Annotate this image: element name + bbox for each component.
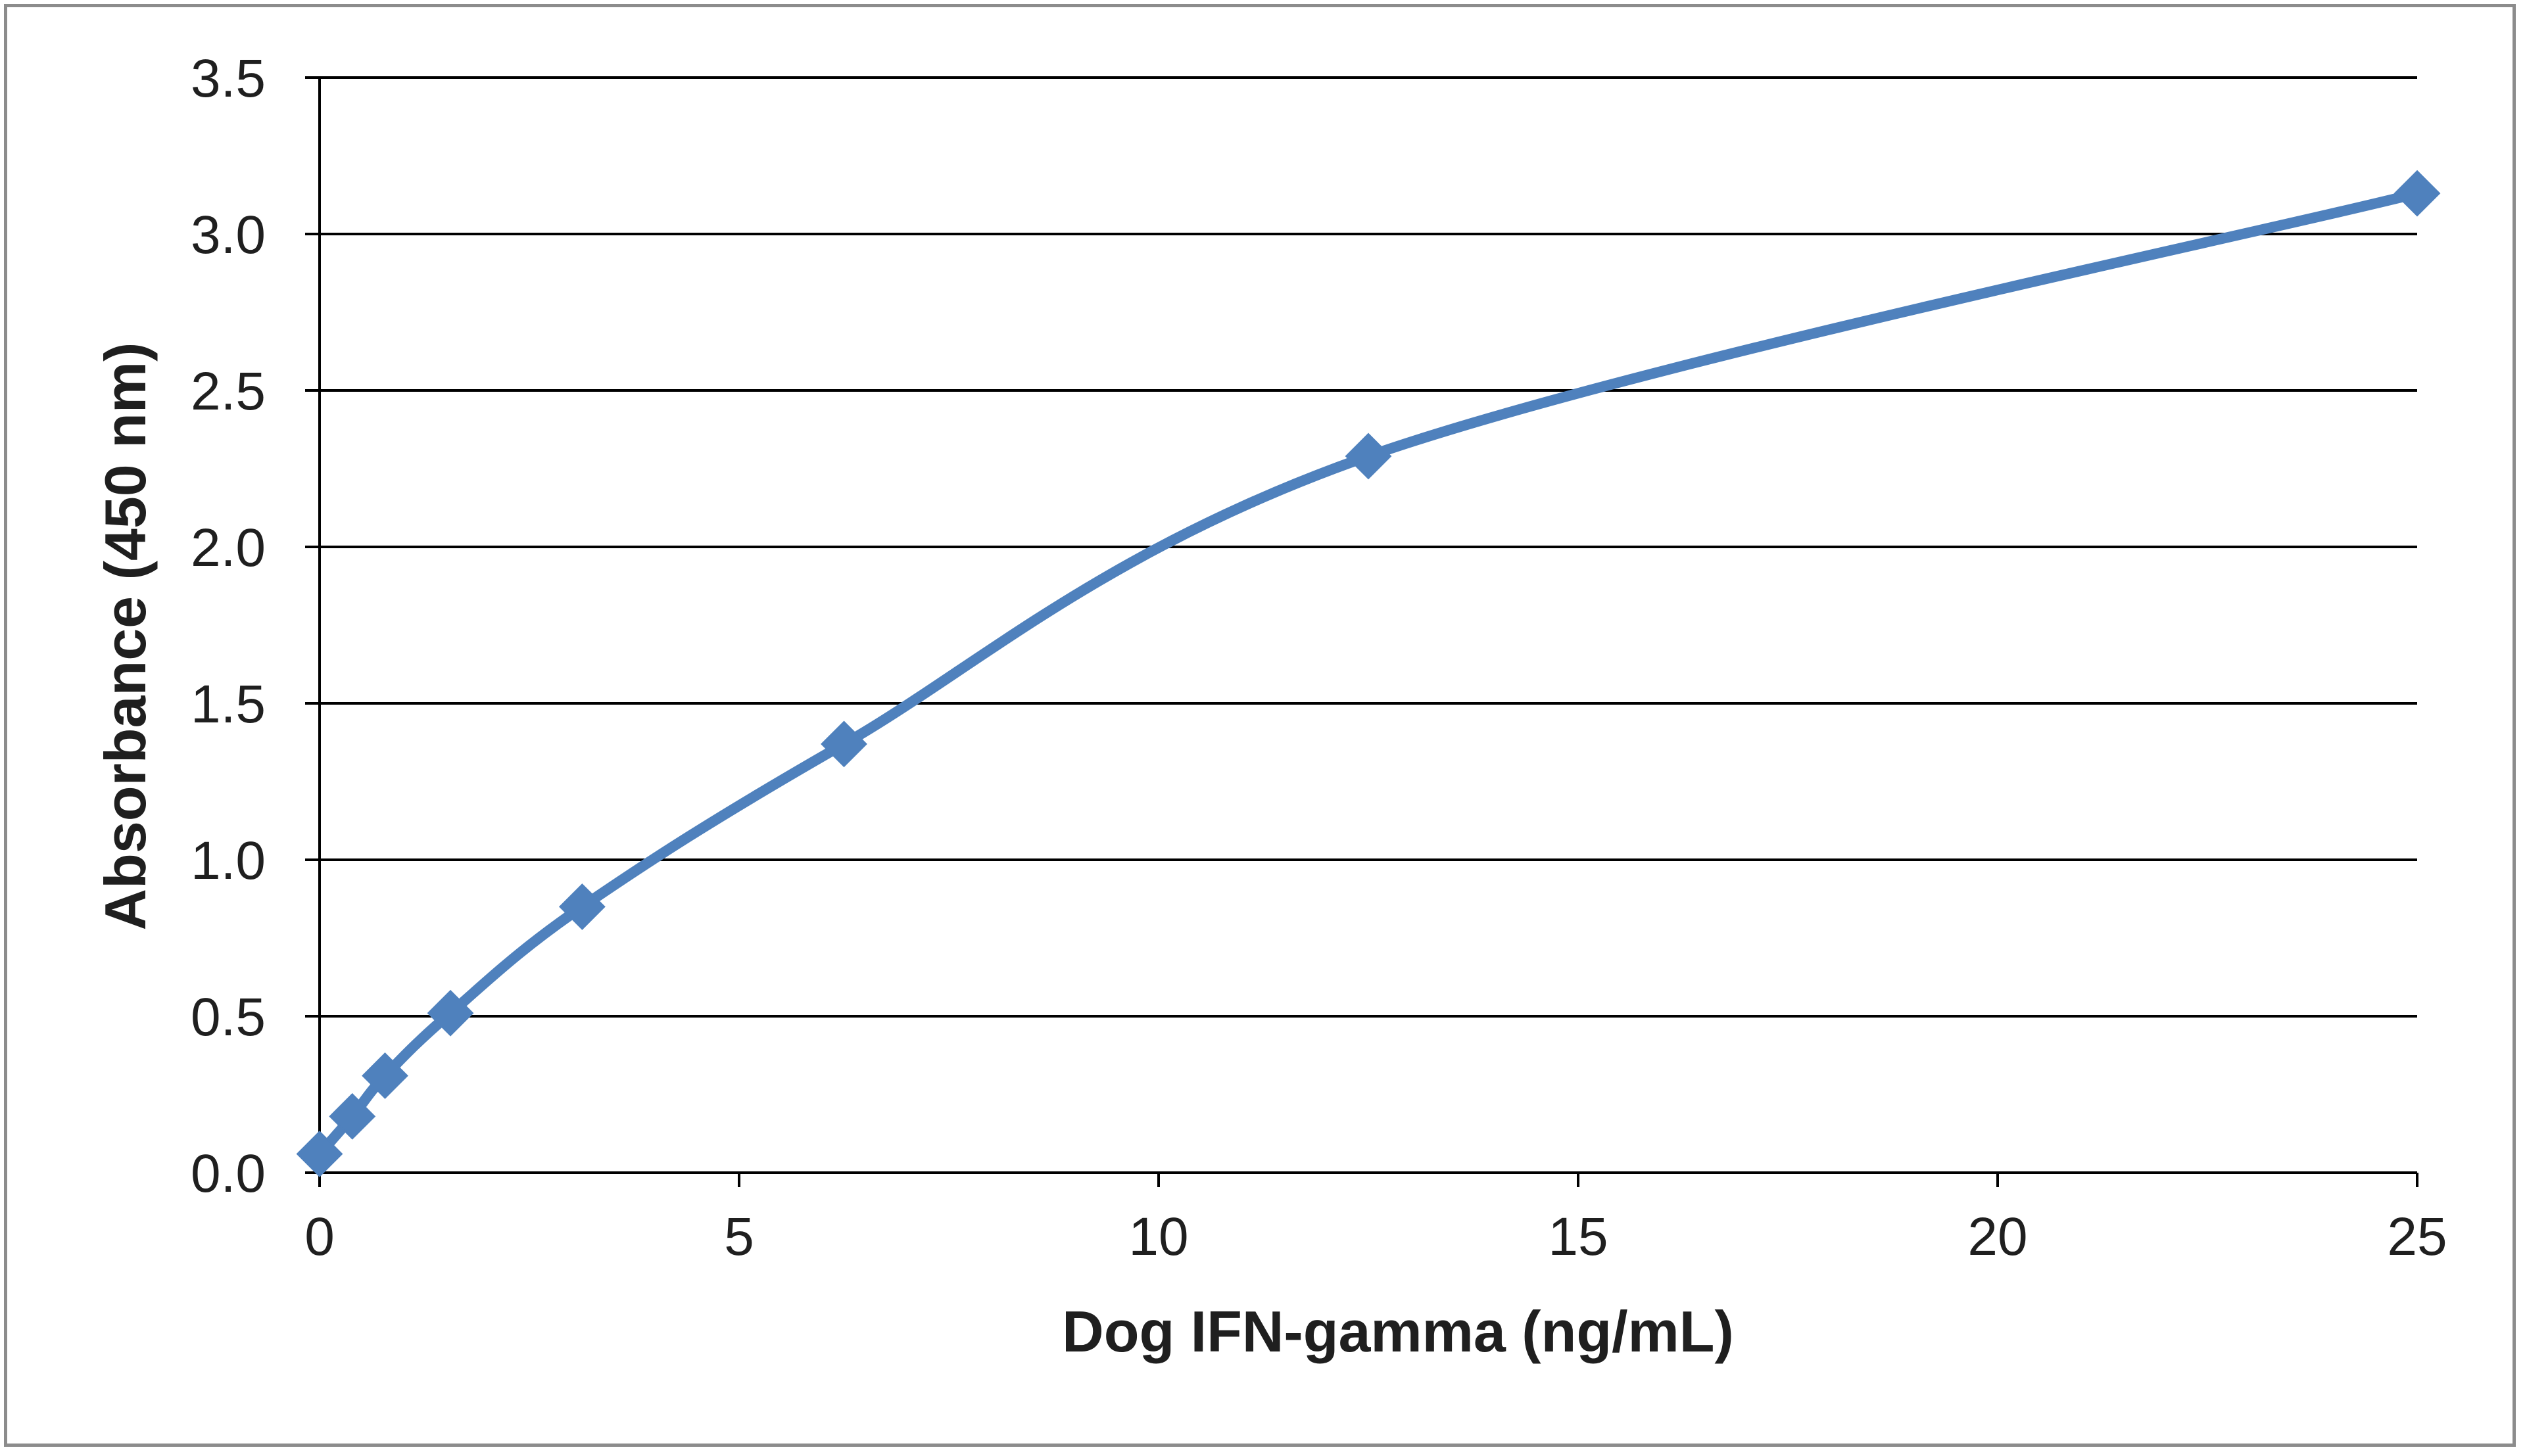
data-point [362,1052,408,1099]
x-axis-title: Dog IFN-gamma (ng/mL) [1062,1299,1734,1364]
x-tick-label: 10 [1128,1207,1188,1267]
gridlines [320,76,2417,1018]
data-point [821,720,867,768]
chart-frame: 0 5 10 15 20 25 0.0 0.5 1.0 1.5 2.0 2.5 3.0 3.5 Dog … [4,4,2516,1447]
data-point [296,1131,343,1177]
axes [305,76,2418,1187]
series-path [314,188,2422,1160]
x-tick-label: 0 [304,1207,335,1267]
x-tick-label: 5 [724,1207,754,1267]
x-tick-label: 15 [1548,1207,1608,1267]
data-point [1345,433,1392,480]
x-tick-label: 25 [2387,1207,2447,1267]
data-point [329,1092,376,1140]
data-point [427,989,474,1037]
series-line [314,188,2422,1160]
y-tick-label: 3.0 [191,205,266,265]
y-tick-label: 2.0 [191,518,266,578]
y-tick-label: 0.5 [191,987,266,1047]
data-markers [296,170,2441,1177]
data-point [558,883,606,930]
data-point [2393,170,2441,217]
x-tick-label: 20 [1967,1207,2027,1267]
chart-plot: 0 5 10 15 20 25 0.0 0.5 1.0 1.5 2.0 2.5 3.0 3.5 Dog … [93,49,2447,1364]
y-tick-label: 1.5 [191,674,266,734]
y-tick-label: 3.5 [191,49,266,108]
y-tick-label: 1.0 [191,831,266,891]
y-tick-labels: 0.0 0.5 1.0 1.5 2.0 2.5 3.0 3.5 [191,49,266,1204]
y-tick-label: 2.5 [191,362,266,421]
y-tick-label: 0.0 [191,1144,266,1204]
y-axis-title: Absorbance (450 nm) [93,342,158,931]
x-tick-labels: 0 5 10 15 20 25 [304,1207,2447,1267]
